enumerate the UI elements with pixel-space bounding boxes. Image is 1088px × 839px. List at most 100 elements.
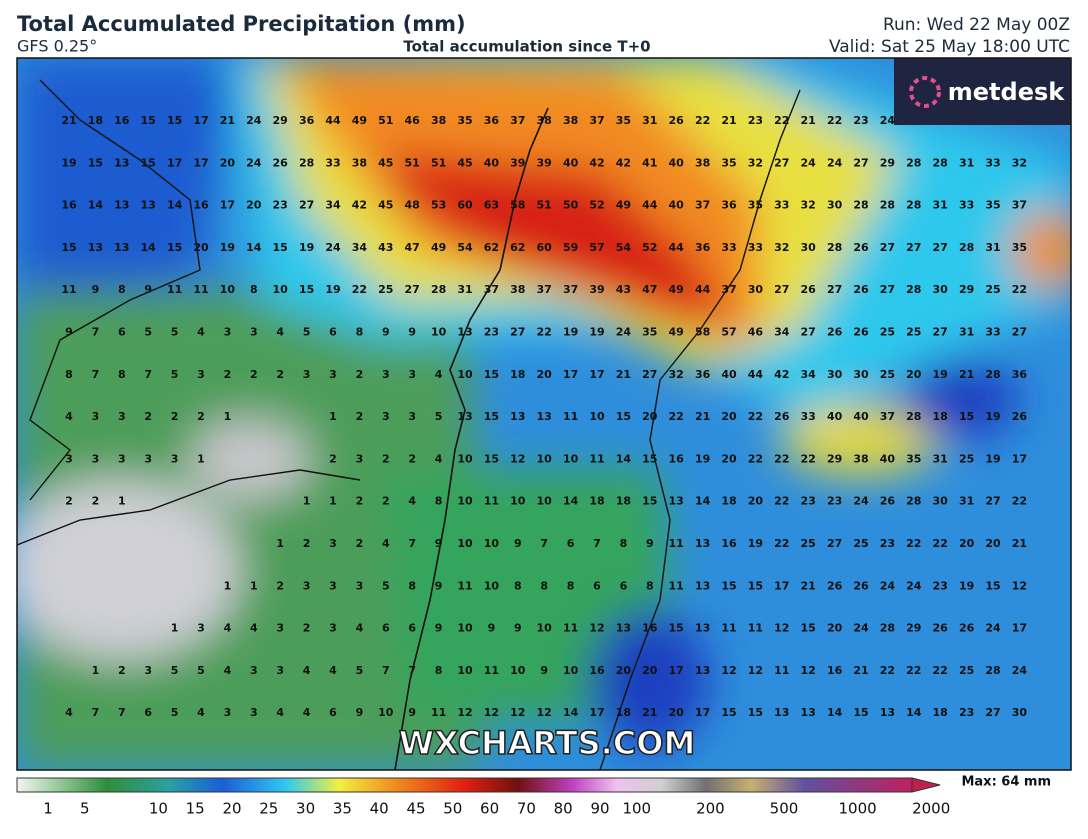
precip-value: 40 xyxy=(721,368,737,381)
precip-value: 8 xyxy=(435,664,443,677)
precip-value: 5 xyxy=(144,326,152,339)
precip-value: 36 xyxy=(1012,368,1028,381)
precip-value: 40 xyxy=(484,156,500,169)
precip-value: 3 xyxy=(329,537,337,550)
precip-value: 5 xyxy=(171,706,179,719)
precip-value: 24 xyxy=(1012,664,1028,677)
precip-value: 22 xyxy=(933,664,948,677)
precip-value: 9 xyxy=(540,664,548,677)
precip-value: 11 xyxy=(484,495,499,508)
precip-value: 15 xyxy=(985,579,1000,592)
precip-value: 10 xyxy=(457,664,473,677)
precip-value: 5 xyxy=(303,326,311,339)
precip-value: 53 xyxy=(431,199,446,212)
precip-value: 14 xyxy=(827,706,843,719)
precip-value: 14 xyxy=(141,241,157,254)
precip-value: 3 xyxy=(65,452,73,465)
precip-value: 17 xyxy=(193,114,208,127)
precip-value: 18 xyxy=(616,495,631,508)
precip-value: 22 xyxy=(537,326,552,339)
precip-value: 58 xyxy=(510,199,525,212)
precip-value: 25 xyxy=(906,326,921,339)
precip-value: 17 xyxy=(220,199,235,212)
precip-value: 1 xyxy=(171,622,179,635)
precip-value: 30 xyxy=(748,283,764,296)
precip-value: 12 xyxy=(484,706,499,719)
precip-value: 30 xyxy=(827,368,843,381)
precip-value: 13 xyxy=(695,579,710,592)
precip-value: 3 xyxy=(303,579,311,592)
colorbar-tick-label: 35 xyxy=(333,800,352,818)
precip-value: 24 xyxy=(880,114,896,127)
precip-value: 24 xyxy=(827,156,843,169)
precip-value: 60 xyxy=(537,241,553,254)
precip-value: 3 xyxy=(144,452,152,465)
precip-value: 42 xyxy=(616,156,631,169)
precip-value: 58 xyxy=(695,326,710,339)
precip-value: 36 xyxy=(299,114,315,127)
precip-value: 7 xyxy=(92,706,100,719)
precip-value: 2 xyxy=(92,495,100,508)
precip-value: 2 xyxy=(276,579,284,592)
precip-value: 17 xyxy=(589,368,604,381)
precip-value: 29 xyxy=(827,452,842,465)
precip-value: 36 xyxy=(695,241,711,254)
precip-value: 15 xyxy=(167,241,182,254)
precip-value: 3 xyxy=(329,622,337,635)
precip-value: 20 xyxy=(246,199,262,212)
subtitle: Total accumulation since T+0 xyxy=(403,38,650,56)
precip-value: 15 xyxy=(167,114,182,127)
precip-value: 57 xyxy=(721,326,736,339)
precip-value: 25 xyxy=(985,283,1000,296)
precip-value: 32 xyxy=(669,368,684,381)
precip-value: 13 xyxy=(695,537,710,550)
precip-value: 3 xyxy=(382,368,390,381)
precip-value: 21 xyxy=(1012,537,1027,550)
precip-value: 8 xyxy=(65,368,73,381)
precip-value: 19 xyxy=(220,241,235,254)
precip-value: 36 xyxy=(721,199,737,212)
precip-value: 52 xyxy=(642,241,657,254)
precip-value: 51 xyxy=(431,156,446,169)
colorbar-tick-label: 60 xyxy=(480,800,499,818)
precip-value: 12 xyxy=(510,706,525,719)
precip-value: 37 xyxy=(563,283,578,296)
precip-value: 26 xyxy=(853,241,869,254)
precip-value: 28 xyxy=(906,199,921,212)
precip-value: 3 xyxy=(276,622,284,635)
precip-value: 12 xyxy=(457,706,472,719)
precip-value: 7 xyxy=(408,537,416,550)
precip-value: 38 xyxy=(563,114,578,127)
precip-value: 13 xyxy=(669,495,684,508)
precip-value: 49 xyxy=(431,241,446,254)
precip-value: 33 xyxy=(959,199,974,212)
precip-value: 42 xyxy=(589,156,604,169)
precip-value: 35 xyxy=(457,114,472,127)
precip-value: 17 xyxy=(695,706,710,719)
colorbar-tick-label: 25 xyxy=(259,800,278,818)
precip-value: 11 xyxy=(563,622,578,635)
precip-value: 26 xyxy=(853,283,869,296)
precip-value: 22 xyxy=(695,114,710,127)
precip-value: 15 xyxy=(959,410,974,423)
precip-value: 19 xyxy=(959,579,974,592)
colorbar-tick-label: 50 xyxy=(443,800,462,818)
precip-value: 59 xyxy=(563,241,578,254)
precip-value: 45 xyxy=(378,156,393,169)
precip-value: 13 xyxy=(457,410,472,423)
precip-value: 10 xyxy=(537,452,553,465)
precip-value: 15 xyxy=(616,410,631,423)
precip-value: 9 xyxy=(356,706,364,719)
precip-value: 21 xyxy=(853,664,868,677)
precip-value: 4 xyxy=(197,326,205,339)
precip-value: 17 xyxy=(774,579,789,592)
precip-value: 28 xyxy=(431,283,446,296)
precip-value: 19 xyxy=(589,326,604,339)
precip-value: 12 xyxy=(589,622,604,635)
precip-value: 20 xyxy=(642,410,658,423)
precip-value: 25 xyxy=(959,452,974,465)
precip-value: 13 xyxy=(537,410,552,423)
precip-value: 5 xyxy=(171,664,179,677)
precip-value: 27 xyxy=(801,326,816,339)
